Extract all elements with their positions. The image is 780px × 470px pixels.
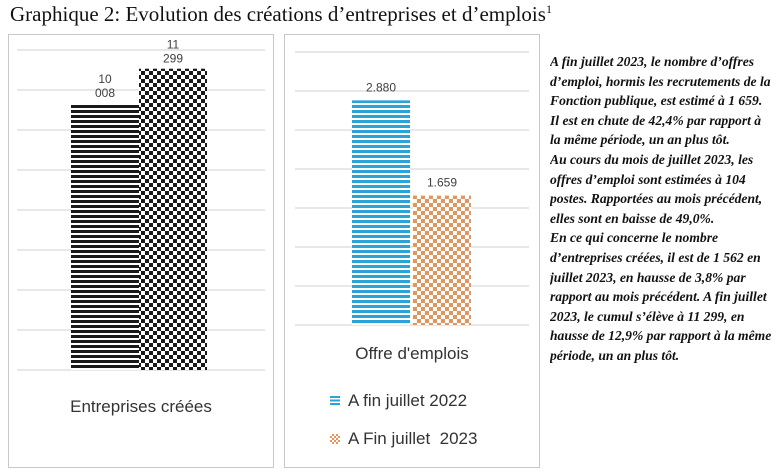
data-label: 10 bbox=[98, 72, 112, 86]
bar-c2-0 bbox=[352, 100, 410, 325]
title-text: Graphique 2: Evolution des créations d’e… bbox=[10, 2, 546, 26]
jobs-category-label: Offre d'emplois bbox=[355, 344, 469, 363]
enterprises-category-label: Entreprises créées bbox=[70, 397, 212, 416]
data-label: 11 bbox=[167, 38, 180, 52]
bar-c1-1 bbox=[139, 68, 207, 370]
legend-entry-2022: A fin juillet 2022 bbox=[330, 391, 467, 411]
chart-title: Graphique 2: Evolution des créations d’e… bbox=[10, 2, 570, 27]
bar-c2-1 bbox=[413, 195, 471, 325]
data-label: 008 bbox=[95, 86, 115, 100]
legend-label-2022: A fin juillet 2022 bbox=[348, 391, 468, 410]
commentary-paragraph: A fin juillet 2023, le nombre d’offres d… bbox=[550, 54, 771, 148]
legend-label-2023: A Fin juillet 2023 bbox=[348, 429, 478, 448]
legend-swatch-2023 bbox=[330, 434, 340, 444]
legend-swatch-2022 bbox=[330, 396, 340, 406]
data-label: 1.659 bbox=[427, 176, 457, 190]
jobs-chart-panel: 2.880 1.659 Offre d'emplois A fin juillet… bbox=[284, 34, 540, 468]
bar-c1-0 bbox=[71, 103, 139, 371]
legend-entry-2023: A Fin juillet 2023 bbox=[330, 429, 477, 449]
commentary-paragraph: Au cours du mois de juillet 2023, les of… bbox=[550, 151, 763, 226]
jobs-chart: 2.880 1.659 bbox=[295, 51, 529, 326]
commentary-paragraph: En ce qui concerne le nombre d’entrepris… bbox=[550, 230, 772, 363]
title-footnote: 1 bbox=[545, 2, 552, 16]
data-label: 2.880 bbox=[366, 80, 396, 94]
commentary-text: A fin juillet 2023, le nombre d’offres d… bbox=[550, 52, 774, 470]
data-label: 299 bbox=[163, 52, 183, 66]
enterprises-chart-panel: 10 008 11 299 Entreprises créées bbox=[8, 34, 274, 468]
